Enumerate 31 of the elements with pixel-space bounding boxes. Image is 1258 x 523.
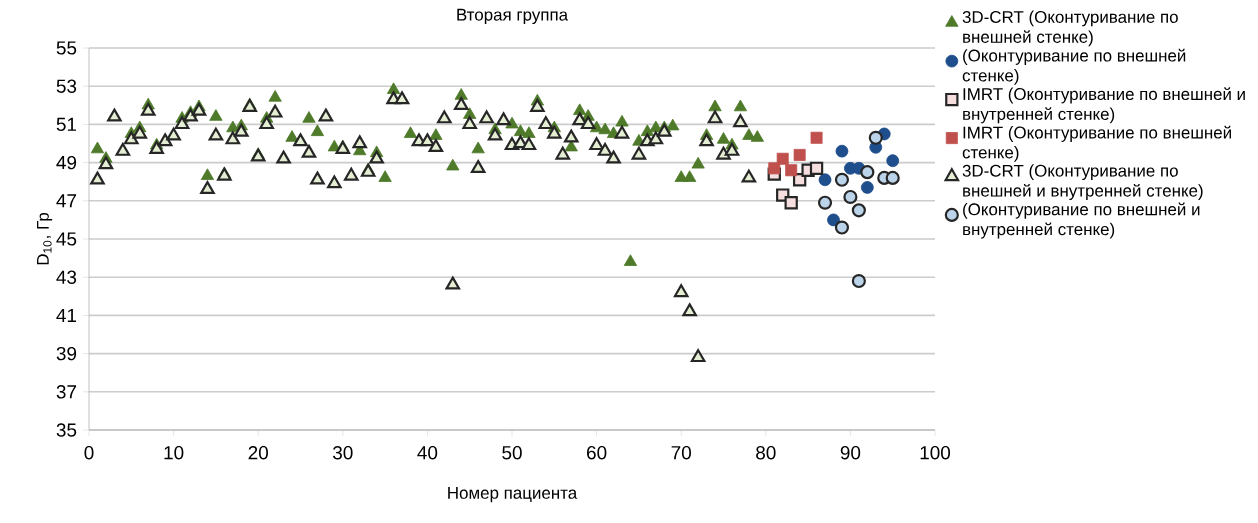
- legend-label: (Оконтуривание по внешней и внутренней стенке): [963, 202, 1200, 239]
- y-tick-label: 51: [56, 117, 77, 132]
- x-axis-title: Номер пациента: [448, 487, 578, 503]
- y-tick-label: 55: [56, 41, 77, 55]
- chart-title: Вторая группа: [457, 8, 569, 25]
- x-tick-label: 60: [587, 446, 607, 460]
- x-tick-label: 40: [417, 446, 438, 460]
- x-tick-label: 10: [164, 446, 184, 460]
- y-axis-title: D$_{10}$, Гр: [37, 212, 53, 265]
- y-tick-label: 53: [56, 79, 77, 93]
- x-tick-label: 90: [840, 446, 861, 460]
- x-tick-label: 0: [84, 446, 94, 460]
- y-tick-label: 45: [56, 232, 77, 246]
- legend-label: IMRT (Оконтуривание по внешней и внутренней стенке): [963, 87, 1245, 124]
- y-tick-label: 39: [56, 346, 77, 361]
- x-tick-label: 80: [756, 446, 776, 460]
- legend-label: (Оконтуривание по внешней стенке): [962, 48, 1186, 85]
- y-tick-label: 37: [56, 385, 77, 399]
- legend-label: 3D-CRT (Оконтуривание по внешней стенке): [962, 10, 1178, 47]
- x-tick-label: 100: [920, 446, 951, 460]
- legend-label: 3D-CRT (Оконтуривание по внешней и внутренней стенке): [962, 164, 1203, 200]
- y-tick-label: 35: [56, 423, 77, 437]
- y-tick-label: 49: [56, 155, 77, 170]
- x-tick-label: 30: [332, 446, 353, 460]
- x-tick-label: 50: [502, 446, 522, 460]
- y-tick-label: 47: [56, 194, 77, 208]
- legend-label: IMRT (Оконтуривание по внешней стенке): [962, 125, 1231, 162]
- x-tick-label: 70: [671, 446, 691, 460]
- x-tick-label: 20: [248, 446, 268, 460]
- y-tick-label: 41: [56, 308, 77, 322]
- y-tick-label: 43: [56, 270, 77, 284]
